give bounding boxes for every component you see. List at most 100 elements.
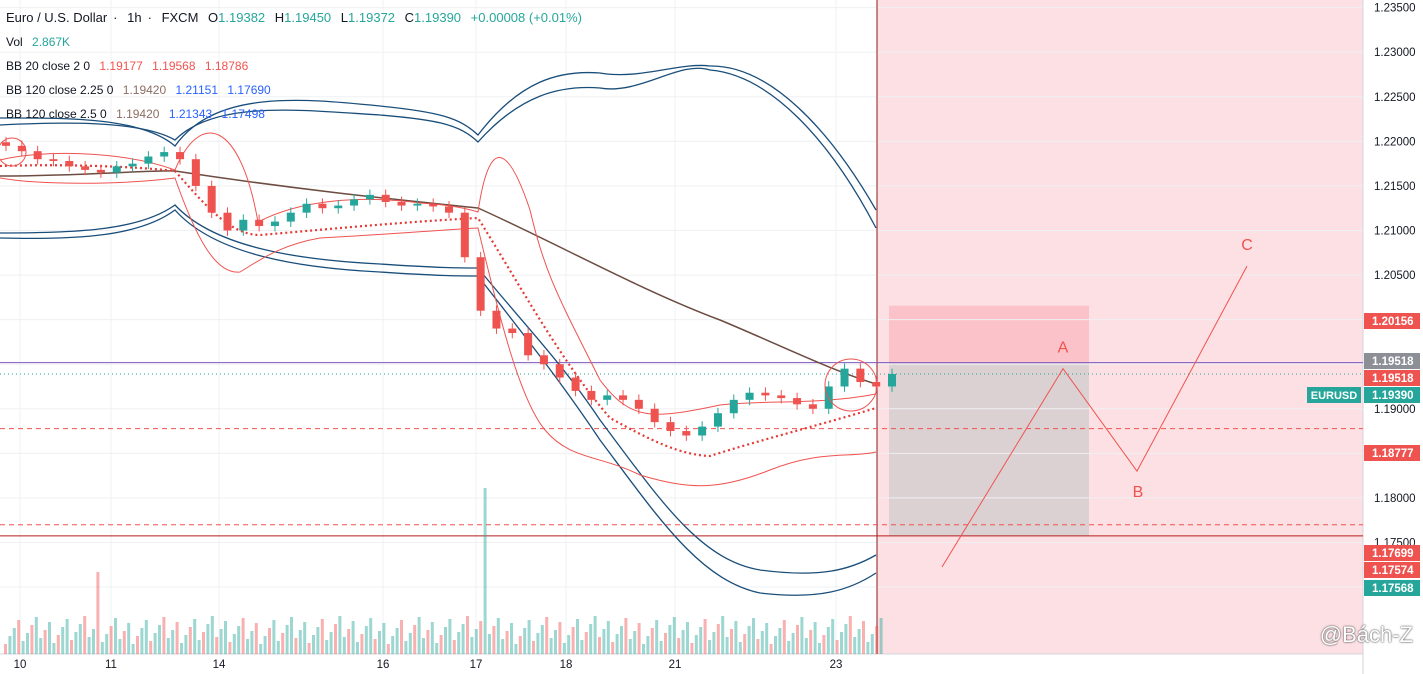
- volume-bar: [558, 622, 562, 654]
- legend-vol-row[interactable]: Vol 2.867K: [6, 30, 588, 54]
- price-tag-label: 1.19518: [1372, 356, 1414, 368]
- volume-bar: [8, 636, 12, 654]
- x-tick-label: 14: [213, 659, 226, 671]
- volume-bar: [232, 634, 236, 654]
- candle-body: [682, 431, 691, 436]
- candle-body: [397, 201, 406, 206]
- price-tag-bg: [1364, 387, 1420, 403]
- volume-bar: [672, 617, 676, 654]
- volume-bar: [738, 642, 742, 654]
- volume-bar: [136, 636, 139, 654]
- volume-bar: [470, 637, 474, 654]
- volume-bar: [281, 633, 285, 654]
- volume-bar: [809, 630, 813, 654]
- volume-bar: [791, 633, 795, 654]
- bb120a-label: BB 120 close 2.25 0: [6, 83, 114, 97]
- exchange: FXCM: [161, 10, 199, 25]
- volume-bar: [48, 622, 51, 654]
- legend-bb20-row[interactable]: BB 20 close 2 0 1.19177 1.19568 1.18786: [6, 54, 588, 78]
- legend-bb120a-row[interactable]: BB 120 close 2.25 0 1.19420 1.21151 1.17…: [6, 78, 588, 102]
- volume-bar: [822, 635, 826, 654]
- volume-bar: [853, 637, 857, 654]
- volume-bar: [576, 619, 579, 654]
- volume-bar: [87, 637, 91, 654]
- volume-bar: [364, 626, 368, 654]
- price-tag-bg: [1364, 353, 1420, 369]
- volume-bar: [611, 642, 615, 654]
- candle-body: [191, 159, 200, 186]
- volume-bar: [290, 617, 293, 654]
- candle-body: [144, 156, 153, 164]
- volume-bar: [857, 629, 861, 654]
- candle-body: [508, 328, 517, 333]
- volume-bar: [708, 640, 711, 654]
- volume-bar: [56, 635, 60, 654]
- volume-bar: [523, 628, 527, 654]
- volume-bar: [294, 638, 298, 654]
- volume-bar: [347, 629, 351, 654]
- volume-bar: [699, 627, 703, 654]
- bb120-upper-band-outer: [0, 64, 877, 211]
- high-label: H: [274, 10, 285, 25]
- x-tick-label: 17: [470, 659, 483, 671]
- price-tag-label: 1.17699: [1372, 548, 1414, 560]
- volume-bar: [703, 619, 707, 654]
- price-tag-label: 1.20156: [1372, 316, 1414, 328]
- volume-bar: [320, 619, 324, 654]
- chart-legend: Euro / U.S. Dollar · 1h · FXCM O1.19382 H1…: [6, 6, 588, 126]
- volume-bar: [831, 619, 835, 654]
- volume-bar: [804, 638, 808, 654]
- volume-bar: [250, 631, 254, 654]
- volume-bar: [171, 630, 175, 654]
- volume-bar: [21, 641, 25, 654]
- volume-bar: [241, 618, 245, 654]
- volume-bar: [144, 620, 148, 654]
- candles: [2, 136, 896, 441]
- volume-bar: [30, 625, 34, 654]
- volume-bar: [694, 635, 698, 654]
- candle-body: [587, 390, 596, 400]
- volume-bar: [743, 634, 747, 654]
- bb120-lower-band: [0, 204, 877, 574]
- volume-bar: [624, 618, 628, 654]
- bb120b-lower: 1.17498: [221, 107, 265, 121]
- x-tick-label: 21: [669, 659, 682, 671]
- candle-body: [81, 166, 90, 170]
- volume-bar: [567, 635, 571, 654]
- volume-bar: [303, 622, 307, 654]
- candle-body: [270, 221, 279, 227]
- close-value: 1.19390: [414, 10, 462, 25]
- volume-bar: [386, 644, 390, 654]
- volume-bar: [254, 623, 258, 654]
- volume-bar: [316, 627, 320, 654]
- volume-bar: [224, 621, 227, 654]
- volume-bar: [536, 633, 540, 654]
- volume-bar: [774, 636, 777, 654]
- candle-body: [713, 413, 722, 427]
- volume-bar: [725, 637, 729, 654]
- y-tick-label: 1.18000: [1374, 493, 1416, 505]
- symbol-name[interactable]: Euro / U.S. Dollar: [6, 10, 108, 25]
- volume-bar: [39, 638, 43, 654]
- target-zone: [889, 305, 1089, 363]
- vol-value: 2.867K: [32, 35, 71, 49]
- volume-bar: [26, 633, 29, 654]
- volume-bar: [602, 629, 606, 654]
- bb120a-upper: 1.21151: [175, 83, 219, 97]
- candle-body: [872, 382, 881, 387]
- interval[interactable]: 1h: [127, 10, 142, 25]
- watermark: @Bách-Z: [1319, 622, 1413, 647]
- volume-bar: [70, 640, 73, 654]
- legend-bb120b-row[interactable]: BB 120 close 2.5 0 1.19420 1.21343 1.174…: [6, 102, 588, 126]
- candle-body: [856, 368, 865, 383]
- price-tag-label: 1.17574: [1372, 565, 1414, 577]
- volume-bar: [628, 639, 632, 654]
- volume-bar: [298, 630, 302, 654]
- volume-bar: [571, 627, 575, 654]
- y-tick-label: 1.22000: [1374, 136, 1416, 148]
- volume-bar: [778, 628, 782, 654]
- volume-bar: [127, 623, 131, 654]
- price-tag-bg: [1364, 562, 1420, 578]
- candle-body: [729, 399, 738, 414]
